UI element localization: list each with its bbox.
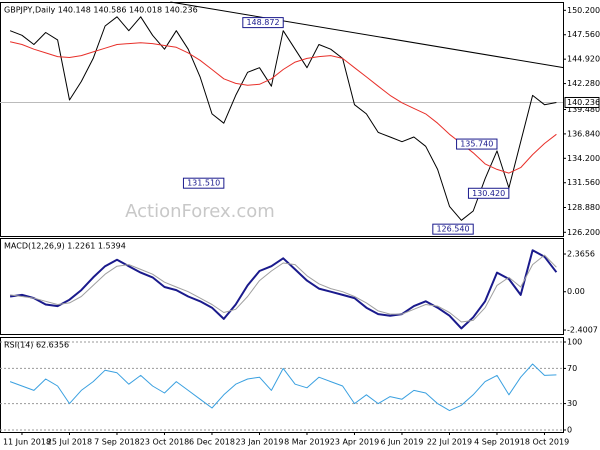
y-tick-label: 131.560 <box>567 178 600 187</box>
series-line <box>9 249 558 330</box>
x-tick-label: 8 Mar 2019 <box>284 438 330 447</box>
x-tick-label: 23 Apr 2019 <box>330 438 379 447</box>
x-tick-label: 6 Dec 2018 <box>189 438 235 447</box>
annotation-label: 148.872 <box>246 18 279 27</box>
y-tick-label: 134.200 <box>567 154 600 163</box>
x-tick-label: 7 Sep 2018 <box>94 438 140 447</box>
y-tick-label: 126.200 <box>567 228 600 237</box>
panel-frame <box>0 337 564 433</box>
series-line <box>10 254 557 323</box>
panel-frame <box>0 238 564 335</box>
x-tick-label: 6 Jun 2019 <box>380 438 423 447</box>
y-tick-label: 2.3656 <box>567 250 595 259</box>
annotation-box <box>467 187 510 199</box>
y-tick-label: 142.280 <box>567 79 600 88</box>
y-tick-label: 0 <box>567 425 572 434</box>
annotation-box <box>182 177 225 189</box>
y-tick-label: 30 <box>567 399 577 408</box>
y-tick-label: 139.480 <box>567 105 600 114</box>
y-tick-label: 128.880 <box>567 203 600 212</box>
trendline <box>170 1 564 69</box>
y-tick-label: 70 <box>567 364 577 373</box>
x-tick-label: 22 Jul 2019 <box>427 438 472 447</box>
annotation-label: 135.740 <box>460 140 493 149</box>
annotation-box <box>242 17 284 29</box>
annotation-box <box>432 223 474 235</box>
y-tick-label: 147.560 <box>567 30 600 39</box>
x-tick-label: 23 Jan 2019 <box>235 438 283 447</box>
x-tick-label: 4 Sep 2019 <box>474 438 520 447</box>
y-tick-label: 150.200 <box>567 6 600 15</box>
y-tick-label: 0.00 <box>567 287 585 296</box>
panel-title: MACD(12,26,9) 1.2261 1.5394 <box>4 242 126 251</box>
y-tick-label: 136.840 <box>567 129 600 138</box>
series-line <box>9 363 557 412</box>
y-tick-label: -2.4007 <box>567 326 598 335</box>
y-tick-label: 144.920 <box>567 55 600 64</box>
panel-title: GBPJPY,Daily 140.148 140.586 140.018 140… <box>4 6 198 15</box>
annotation-label: 130.420 <box>472 189 505 198</box>
annotation-label: 126.540 <box>436 225 469 234</box>
y-tick-label: 100 <box>567 338 582 347</box>
x-tick-label: 23 Oct 2018 <box>140 438 189 447</box>
annotation-box <box>456 138 498 150</box>
last-price-box <box>564 96 600 108</box>
x-tick-label: 25 Jul 2018 <box>47 438 92 447</box>
panel-title: RSI(14) 62.6356 <box>4 341 69 350</box>
watermark: ActionForex.com <box>125 201 275 222</box>
last-price-label: 140.236 <box>567 98 600 107</box>
annotation-label: 131.510 <box>187 179 220 188</box>
panel-frame <box>0 2 564 237</box>
x-tick-label: 18 Oct 2019 <box>520 438 569 447</box>
series-line <box>9 16 557 221</box>
x-tick-label: 11 Jun 2018 <box>3 438 51 447</box>
